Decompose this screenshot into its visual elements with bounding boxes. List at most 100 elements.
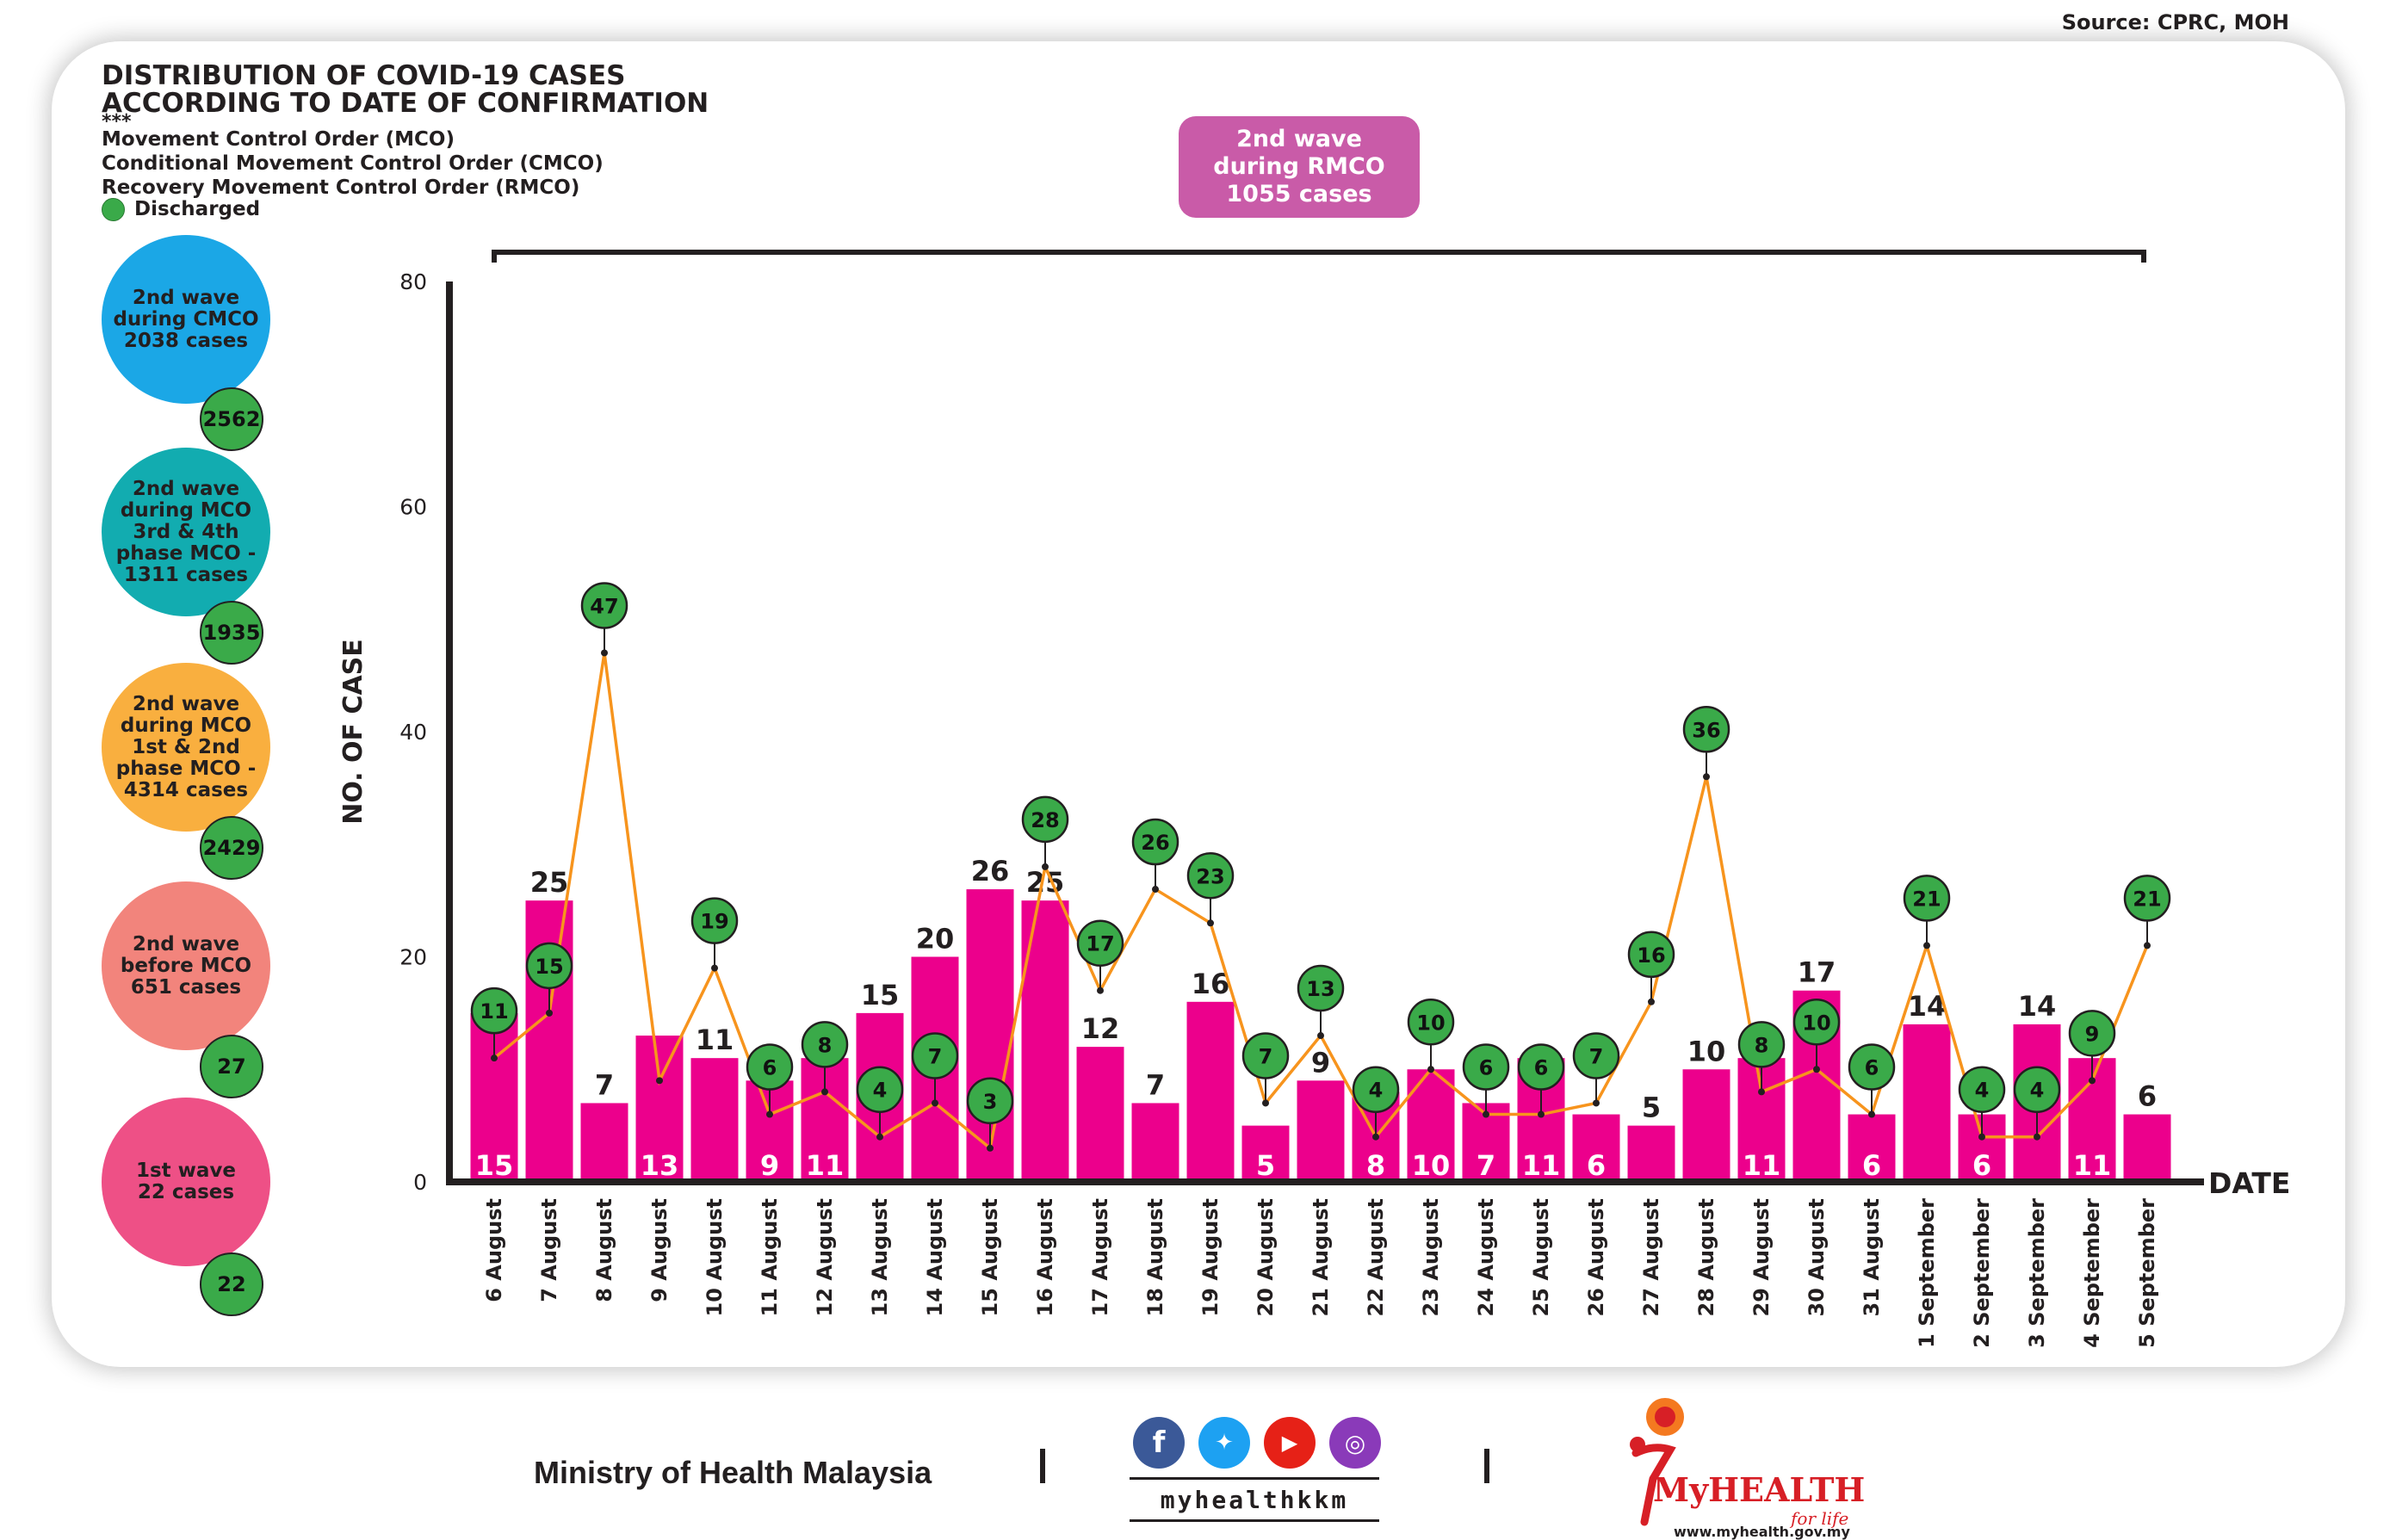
discharged-bubble bbox=[1462, 1043, 1510, 1091]
wave-discharged-badge: 22 bbox=[200, 1252, 263, 1316]
x-tick-label: 2 September bbox=[1970, 1198, 1994, 1348]
discharged-value-label: 7 bbox=[1259, 1044, 1273, 1068]
x-tick-label: 24 August bbox=[1474, 1198, 1498, 1316]
discharged-value-label: 8 bbox=[818, 1033, 833, 1057]
myhealth-figure-icon bbox=[1630, 1398, 1684, 1526]
myhealth-url: www.myhealth.gov.my bbox=[1674, 1524, 1850, 1540]
discharged-value-label: 10 bbox=[1802, 1011, 1830, 1035]
myhealth-logo: MyHEALTH bbox=[1653, 1470, 1866, 1509]
x-tick-label: 15 August bbox=[978, 1198, 1002, 1316]
x-tick-label: 28 August bbox=[1694, 1198, 1718, 1316]
bar-value-label: 14 bbox=[2018, 990, 2057, 1023]
discharged-value-label: 4 bbox=[2030, 1079, 2045, 1103]
discharged-bubble bbox=[690, 897, 739, 944]
discharged-value-label: 6 bbox=[1865, 1056, 1879, 1080]
discharged-bubble bbox=[1903, 875, 1951, 922]
y-tick-label: 20 bbox=[399, 945, 427, 970]
discharged-value-label: 4 bbox=[1369, 1079, 1384, 1103]
bar-value-label: 11 bbox=[2073, 1149, 2112, 1182]
discharged-value-label: 6 bbox=[1479, 1056, 1494, 1080]
discharged-value-label: 10 bbox=[1416, 1011, 1445, 1035]
discharged-value-label: 23 bbox=[1196, 864, 1224, 888]
discharged-bubble bbox=[1517, 1043, 1565, 1091]
discharged-bubble bbox=[1241, 1032, 1290, 1079]
discharged-bubble bbox=[525, 942, 573, 990]
bar bbox=[1241, 1125, 1290, 1182]
discharged-bubble bbox=[801, 1021, 849, 1068]
discharged-value-label: 28 bbox=[1031, 808, 1059, 832]
discharged-value-label: 21 bbox=[2133, 887, 2161, 911]
discharged-value-label: 9 bbox=[2085, 1022, 2100, 1046]
bar bbox=[1627, 1125, 1675, 1182]
bar-value-label: 10 bbox=[1687, 1035, 1726, 1067]
myhealth-tagline: for life bbox=[1791, 1508, 1849, 1529]
discharged-bubble bbox=[1627, 931, 1675, 979]
discharged-bubble bbox=[2123, 875, 2171, 922]
twitter-icon[interactable]: ✦ bbox=[1198, 1417, 1250, 1469]
discharged-value-label: 4 bbox=[1975, 1079, 1990, 1103]
discharged-bubble bbox=[2013, 1066, 2061, 1113]
instagram-icon[interactable]: ◎ bbox=[1329, 1417, 1381, 1469]
discharged-bubble bbox=[1792, 999, 1841, 1046]
discharged-bubble bbox=[746, 1043, 794, 1091]
source-note: Source: CPRC, MOH bbox=[2061, 10, 2289, 34]
discharged-bubble bbox=[470, 986, 518, 1035]
legend-discharged: Discharged bbox=[134, 198, 261, 220]
discharged-value-label: 3 bbox=[983, 1090, 998, 1114]
bar-value-label: 6 bbox=[1972, 1149, 1991, 1182]
bar-value-label: 6 bbox=[1587, 1149, 1606, 1182]
x-tick-label: 3 September bbox=[2025, 1198, 2049, 1348]
bar bbox=[1297, 1080, 1345, 1182]
x-tick-label: 18 August bbox=[1143, 1198, 1167, 1316]
x-tick-label: 1 September bbox=[1915, 1198, 1939, 1348]
x-tick-label: 8 August bbox=[592, 1198, 616, 1302]
x-tick-label: 11 August bbox=[758, 1198, 782, 1316]
bar-value-label: 25 bbox=[530, 866, 569, 899]
wave-circle-first: 1st wave 22 cases bbox=[102, 1098, 270, 1266]
youtube-icon[interactable]: ▶ bbox=[1264, 1417, 1316, 1469]
rmco-callout: 2nd wave during RMCO 1055 cases bbox=[1179, 116, 1420, 218]
y-tick-label: 0 bbox=[413, 1170, 427, 1195]
x-tick-label: 5 September bbox=[2135, 1198, 2159, 1348]
bar-value-label: 5 bbox=[1642, 1092, 1661, 1124]
bar-value-label: 15 bbox=[861, 979, 900, 1011]
y-tick-label: 60 bbox=[399, 495, 427, 520]
bar-value-label: 7 bbox=[1477, 1149, 1495, 1182]
discharged-legend-icon bbox=[102, 198, 125, 221]
chart-title: DISTRIBUTION OF COVID-19 CASES ACCORDING… bbox=[102, 62, 709, 117]
discharged-bubble bbox=[1186, 852, 1235, 900]
bar-value-label: 16 bbox=[1192, 968, 1230, 1000]
x-tick-label: 31 August bbox=[1860, 1198, 1884, 1316]
discharged-value-label: 15 bbox=[535, 955, 563, 979]
x-tick-label: 17 August bbox=[1088, 1198, 1112, 1316]
x-tick-label: 16 August bbox=[1033, 1198, 1057, 1316]
x-tick-label: 30 August bbox=[1805, 1198, 1829, 1316]
discharged-value-label: 4 bbox=[873, 1079, 888, 1103]
bar-value-label: 7 bbox=[1146, 1068, 1165, 1101]
wave-discharged-badge: 2562 bbox=[200, 387, 263, 451]
discharged-bubble bbox=[911, 1032, 959, 1079]
bar-value-label: 11 bbox=[1743, 1149, 1781, 1182]
x-tick-label: 23 August bbox=[1419, 1198, 1443, 1316]
discharged-bubble bbox=[1131, 818, 1179, 866]
facebook-icon[interactable]: f bbox=[1133, 1417, 1185, 1469]
discharged-bubble bbox=[2068, 1010, 2116, 1057]
x-tick-label: 29 August bbox=[1749, 1198, 1774, 1316]
bar-value-label: 6 bbox=[2138, 1080, 2157, 1113]
social-handle: myhealthkkm bbox=[1130, 1477, 1379, 1522]
discharged-value-label: 7 bbox=[928, 1044, 943, 1068]
x-tick-label: 27 August bbox=[1639, 1198, 1663, 1316]
asterisks: *** bbox=[102, 111, 132, 133]
discharged-value-label: 47 bbox=[590, 594, 618, 618]
discharged-bubble bbox=[1572, 1032, 1620, 1079]
wave-circle-cmco: 2nd wave during CMCO 2038 cases bbox=[102, 235, 270, 404]
bar-value-label: 10 bbox=[1412, 1149, 1451, 1182]
bar bbox=[1076, 1047, 1124, 1182]
discharged-value-label: 17 bbox=[1086, 932, 1114, 956]
x-tick-label: 4 September bbox=[2080, 1198, 2104, 1348]
x-tick-label: 22 August bbox=[1364, 1198, 1388, 1316]
y-axis-label: NO. OF CASE bbox=[338, 639, 368, 825]
bar-value-label: 20 bbox=[916, 923, 955, 956]
footer-separator bbox=[1040, 1449, 1045, 1483]
y-tick-label: 40 bbox=[399, 720, 427, 745]
